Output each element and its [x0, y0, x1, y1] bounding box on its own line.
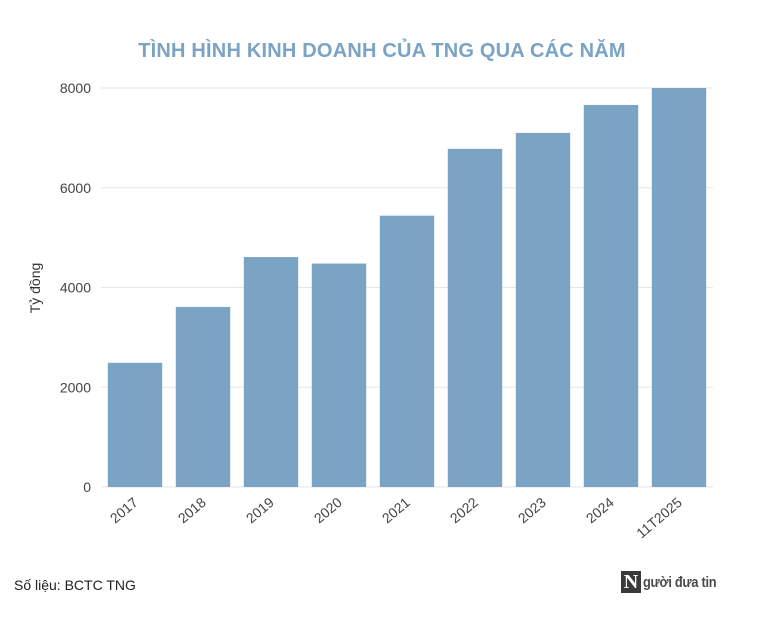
- y-tick-label: 4000: [60, 280, 91, 296]
- y-tick-label: 8000: [60, 80, 91, 96]
- bar-2022: [447, 148, 503, 487]
- bar-2020: [311, 263, 367, 487]
- x-tick-label: 2024: [583, 494, 617, 526]
- x-tick-label: 2020: [311, 494, 345, 526]
- y-tick-label: 0: [83, 479, 91, 495]
- source-note: Số liệu: BCTC TNG: [14, 577, 136, 593]
- logo-text: gười đưa tin: [643, 573, 717, 591]
- x-tick-label: 2021: [379, 494, 413, 526]
- bar-2023: [515, 132, 571, 487]
- y-tick-label: 2000: [60, 379, 91, 395]
- bar-2019: [243, 257, 299, 487]
- publisher-logo: N gười đưa tin: [621, 569, 729, 595]
- logo-mark: N: [621, 571, 641, 593]
- x-tick-label: 2023: [515, 494, 549, 526]
- y-axis-label: Tỷ đồng: [27, 263, 43, 314]
- x-tick-label: 2018: [175, 494, 209, 526]
- bar-chart: 0 2000 4000 6000 8000 Tỷ đồng 2017 2018 2019 2020…: [27, 80, 713, 541]
- bar-11T2025: [651, 88, 707, 487]
- x-tick-label: 11T2025: [633, 494, 685, 541]
- x-tick-label: 2022: [447, 494, 481, 526]
- x-tick-label: 2019: [243, 494, 277, 526]
- x-tick-label: 2017: [107, 494, 141, 526]
- bar-2024: [583, 104, 639, 488]
- bar-2018: [175, 306, 231, 487]
- bar-2021: [379, 215, 435, 487]
- bar-2017: [107, 362, 163, 487]
- y-tick-label: 6000: [60, 180, 91, 196]
- chart-title: TÌNH HÌNH KINH DOANH CỦA TNG QUA CÁC NĂM: [138, 40, 626, 62]
